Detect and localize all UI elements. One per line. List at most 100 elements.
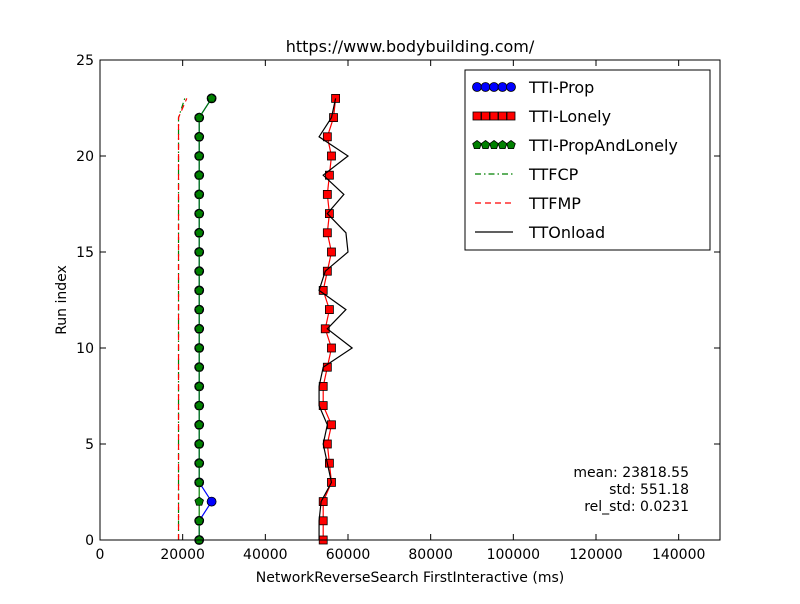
legend-marker-tti-propandlonely: [506, 140, 516, 150]
data-point-tti-propandlonely: [194, 458, 204, 468]
legend-marker-tti-propandlonely: [480, 140, 491, 150]
data-point-tti-propandlonely: [194, 439, 204, 449]
x-tick-label: 80000: [408, 547, 453, 563]
data-point-tti-lonely: [320, 324, 330, 334]
y-axis-label: Run index: [54, 265, 70, 335]
legend-marker-tti-prop: [497, 82, 508, 92]
legend-item-ttonload: TTOnload: [475, 223, 605, 242]
legend-item-ttfmp: TTFMP: [475, 194, 581, 213]
legend-item-ttfcp: TTFCP: [475, 165, 579, 184]
data-point-tti-lonely: [322, 228, 332, 238]
legend-label-tti-prop: TTI-Prop: [528, 78, 594, 97]
data-point-tti-lonely: [329, 113, 338, 122]
legend-label-ttfmp: TTFMP: [528, 194, 581, 213]
y-tick-label: 0: [85, 533, 94, 549]
data-point-tti-propandlonely: [194, 266, 204, 276]
legend-marker-tti-prop: [489, 82, 499, 92]
data-point-tti-propandlonely: [206, 93, 217, 103]
legend-marker-tti-prop: [506, 82, 516, 92]
legend-marker-tti-lonely: [506, 111, 516, 121]
legend-marker-tti-propandlonely: [497, 140, 508, 150]
data-point-tti-propandlonely: [194, 419, 204, 429]
legend-marker-tti-prop: [472, 82, 482, 92]
legend-marker-tti-lonely: [489, 111, 499, 121]
data-point-tti-lonely: [318, 516, 328, 526]
x-tick-label: 140000: [652, 547, 705, 563]
y-tick-label: 25: [76, 53, 94, 69]
chart-title: https://www.bodybuilding.com/: [286, 37, 535, 56]
data-point-tti-prop: [206, 496, 217, 507]
series-line-ttfmp: [177, 98, 188, 540]
data-point-tti-propandlonely: [194, 227, 204, 237]
data-point-tti-propandlonely: [194, 515, 204, 525]
legend-label-tti-lonely: TTI-Lonely: [528, 107, 611, 126]
series-tti-propandlonely: [194, 93, 217, 545]
stats-line: rel_std: 0.0231: [584, 499, 689, 515]
data-point-tti-lonely: [322, 266, 332, 276]
data-point-tti-lonely: [324, 209, 334, 219]
stats-line: std: 551.18: [609, 482, 689, 498]
legend: TTI-Prop TTI-Lonely TTI-PropAndLonely TTFCP…: [464, 69, 711, 251]
y-tick-label: 20: [76, 149, 94, 165]
data-point-tti-propandlonely: [194, 208, 204, 218]
data-point-tti-propandlonely: [194, 304, 204, 314]
data-point-tti-lonely: [327, 247, 336, 257]
data-point-tti-propandlonely: [194, 477, 204, 487]
data-point-tti-lonely: [318, 381, 328, 391]
data-point-tti-lonely: [322, 132, 332, 142]
x-tick-label: 40000: [243, 547, 288, 563]
legend-label-ttfcp: TTFCP: [528, 165, 579, 184]
stats-line: mean: 23818.55: [573, 465, 689, 481]
legend-box: [464, 69, 711, 251]
legend-marker-tti-lonely: [498, 111, 507, 121]
data-point-tti-propandlonely: [194, 285, 204, 295]
data-point-tti-lonely: [322, 189, 332, 199]
data-point-tti-propandlonely: [194, 381, 204, 391]
x-axis-label: NetworkReverseSearch FirstInteractive (m…: [256, 570, 564, 586]
x-tick-label: 0: [96, 547, 105, 563]
x-tick-label: 60000: [326, 547, 371, 563]
axis-layer: 0 20000 40000 60000 80000 100000 120000 140000 0…: [76, 53, 720, 563]
data-point-tti-propandlonely: [194, 112, 204, 122]
x-tick-label: 100000: [487, 547, 540, 563]
plot-layer: [177, 93, 354, 545]
data-point-tti-propandlonely: [194, 400, 204, 410]
data-point-tti-lonely: [324, 170, 334, 180]
data-point-tti-propandlonely: [194, 247, 204, 257]
legend-marker-tti-propandlonely: [489, 140, 499, 150]
data-point-tti-lonely: [327, 151, 336, 161]
series-line-ttonload: [318, 98, 354, 540]
data-point-tti-lonely: [324, 458, 334, 468]
legend-item-tti-propandlonely: TTI-PropAndLonely: [472, 136, 678, 155]
legend-marker-tti-lonely: [472, 111, 482, 121]
data-point-tti-lonely: [327, 420, 336, 430]
data-point-tti-lonely: [324, 305, 334, 315]
legend-marker-tti-lonely: [481, 111, 490, 121]
legend-marker-tti-propandlonely: [472, 140, 482, 150]
legend-item-tti-lonely: TTI-Lonely: [472, 107, 611, 126]
data-point-tti-propandlonely: [194, 131, 204, 141]
series-ttfmp: [177, 98, 188, 540]
legend-label-ttonload: TTOnload: [528, 223, 605, 242]
data-point-tti-propandlonely: [194, 170, 204, 180]
y-tick-label: 10: [76, 341, 94, 357]
y-tick-label: 15: [76, 245, 94, 261]
x-tick-label: 120000: [569, 547, 622, 563]
data-point-tti-propandlonely: [194, 151, 204, 161]
data-point-tti-propandlonely: [194, 496, 204, 506]
series-tti-lonely: [318, 94, 341, 545]
data-point-tti-propandlonely: [194, 362, 204, 372]
data-point-tti-lonely: [327, 343, 336, 353]
legend-item-tti-prop: TTI-Prop: [472, 78, 594, 97]
legend-label-tti-propandlonely: TTI-PropAndLonely: [528, 136, 678, 155]
y-tick-label: 5: [85, 437, 94, 453]
x-tick-label: 20000: [160, 547, 205, 563]
data-point-tti-propandlonely: [194, 189, 204, 199]
series-ttonload: [318, 98, 354, 540]
data-point-tti-propandlonely: [194, 343, 204, 353]
data-point-tti-lonely: [322, 439, 332, 449]
legend-marker-tti-prop: [480, 82, 491, 92]
